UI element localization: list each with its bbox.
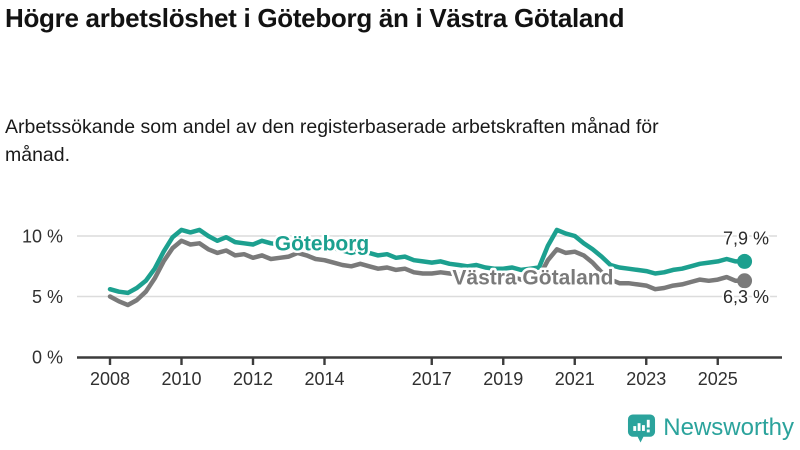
y-tick-label: 5 %: [32, 287, 63, 307]
brand-footer: Newsworthy: [627, 412, 794, 444]
series-end-value-0: 7,9 %: [723, 228, 769, 248]
x-tick-label: 2012: [233, 369, 273, 389]
series-label-1: Västra Götaland: [452, 267, 613, 290]
newsworthy-logo-icon: [628, 413, 656, 443]
y-tick-label: 10 %: [22, 227, 63, 247]
series-line-1: [107, 238, 747, 308]
series-end-dot-1: [737, 273, 753, 289]
series-end-dot-0: [737, 253, 753, 269]
series-line-0: [107, 227, 747, 296]
x-tick-label: 2008: [90, 369, 130, 389]
unemployment-chart: 2008 2010 2012 2014 2017 2019 2021 2023 2025 0 % 5…: [22, 226, 782, 389]
x-tick-label: 2014: [304, 369, 344, 389]
series-label-0: Göteborg: [275, 233, 370, 256]
page-title: Högre arbetslöshet i Göteborg än i Västr…: [5, 3, 625, 33]
x-tick-label: 2010: [161, 369, 201, 389]
x-tick-label: 2023: [626, 369, 666, 389]
brand-name: Newsworthy: [663, 414, 794, 441]
x-tick-label: 2019: [483, 369, 523, 389]
y-tick-label: 0 %: [32, 348, 63, 368]
series-end-value-1: 6,3 %: [723, 287, 769, 307]
x-tick-label: 2017: [412, 369, 452, 389]
x-tick-label: 2021: [555, 369, 595, 389]
x-tick-label: 2025: [698, 369, 738, 389]
chart-subtitle: Arbetssökande som andel av den registerb…: [5, 116, 659, 166]
